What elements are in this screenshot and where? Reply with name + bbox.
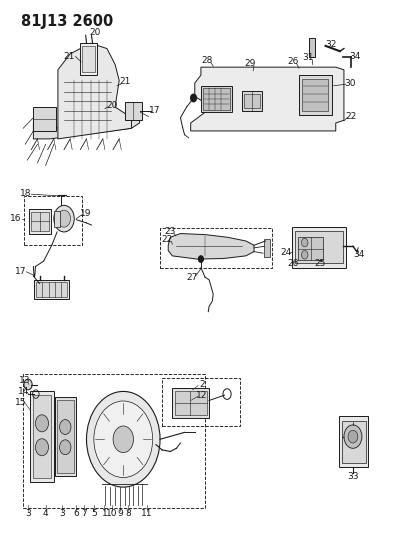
Text: 26: 26	[286, 57, 298, 66]
Polygon shape	[294, 231, 342, 263]
Text: 21: 21	[119, 77, 131, 86]
Polygon shape	[30, 391, 54, 482]
Polygon shape	[33, 112, 139, 139]
Polygon shape	[241, 91, 262, 111]
Text: 1: 1	[101, 509, 107, 518]
Text: 10: 10	[106, 509, 117, 518]
Text: 17: 17	[15, 268, 26, 276]
Text: 7: 7	[81, 509, 87, 518]
Circle shape	[301, 251, 307, 259]
Polygon shape	[82, 46, 94, 72]
Polygon shape	[54, 211, 60, 227]
Polygon shape	[172, 387, 209, 418]
Polygon shape	[32, 395, 51, 478]
Text: 22: 22	[345, 112, 356, 121]
Polygon shape	[308, 38, 314, 56]
Text: 19: 19	[80, 209, 91, 218]
Text: 30: 30	[344, 78, 355, 87]
Polygon shape	[243, 94, 260, 108]
Polygon shape	[80, 43, 97, 75]
Text: 17: 17	[149, 106, 160, 115]
Text: 81J13 2600: 81J13 2600	[21, 14, 113, 29]
Circle shape	[35, 439, 48, 456]
Text: 16: 16	[10, 214, 22, 223]
Text: 11: 11	[141, 509, 153, 518]
Polygon shape	[338, 416, 368, 467]
Polygon shape	[190, 67, 343, 131]
Polygon shape	[36, 282, 67, 297]
Polygon shape	[54, 397, 76, 477]
Polygon shape	[29, 209, 50, 233]
Polygon shape	[57, 400, 74, 473]
Text: 20: 20	[89, 28, 100, 37]
Text: 8: 8	[125, 509, 131, 518]
Text: 5: 5	[91, 509, 97, 518]
Text: 15: 15	[15, 398, 26, 407]
Polygon shape	[301, 79, 328, 111]
Circle shape	[59, 419, 71, 434]
Polygon shape	[291, 227, 345, 268]
Text: 9: 9	[117, 509, 123, 518]
Circle shape	[343, 425, 361, 448]
Text: 22: 22	[162, 236, 173, 245]
Polygon shape	[298, 75, 331, 115]
Circle shape	[301, 238, 307, 247]
Polygon shape	[34, 280, 69, 300]
Text: 3: 3	[59, 509, 65, 518]
Circle shape	[35, 415, 48, 432]
Text: 34: 34	[353, 251, 364, 260]
Circle shape	[94, 401, 152, 478]
Text: 34: 34	[348, 52, 360, 61]
Text: 21: 21	[63, 52, 75, 61]
Polygon shape	[174, 391, 206, 415]
Circle shape	[86, 391, 160, 487]
Text: 6: 6	[73, 509, 79, 518]
Text: 26: 26	[286, 259, 298, 268]
Circle shape	[190, 94, 196, 102]
Text: 29: 29	[244, 59, 255, 68]
Polygon shape	[31, 212, 48, 231]
Polygon shape	[168, 233, 254, 259]
Text: 20: 20	[106, 101, 117, 110]
Text: 13: 13	[18, 376, 30, 385]
Text: 3: 3	[25, 509, 31, 518]
Text: 4: 4	[43, 509, 48, 518]
Text: 32: 32	[324, 40, 336, 49]
Text: 18: 18	[19, 189, 31, 198]
Text: 14: 14	[18, 387, 29, 396]
Text: 23: 23	[164, 228, 175, 237]
Text: 27: 27	[186, 273, 197, 281]
Text: 2: 2	[198, 380, 204, 389]
Polygon shape	[264, 239, 270, 257]
Text: 31: 31	[302, 53, 313, 62]
Text: 24: 24	[279, 248, 290, 257]
Circle shape	[54, 205, 74, 232]
Circle shape	[198, 256, 203, 262]
Text: 28: 28	[201, 56, 212, 65]
Circle shape	[347, 430, 357, 443]
Polygon shape	[125, 102, 142, 120]
Polygon shape	[200, 86, 231, 112]
Polygon shape	[297, 237, 323, 260]
Text: 33: 33	[346, 472, 358, 481]
Text: 12: 12	[196, 391, 207, 400]
Polygon shape	[202, 88, 229, 110]
Circle shape	[113, 426, 133, 453]
Text: 25: 25	[314, 259, 325, 268]
Polygon shape	[58, 43, 131, 139]
Polygon shape	[341, 421, 365, 463]
Circle shape	[24, 379, 32, 390]
Polygon shape	[33, 107, 56, 131]
Circle shape	[57, 210, 70, 227]
Circle shape	[59, 440, 71, 455]
